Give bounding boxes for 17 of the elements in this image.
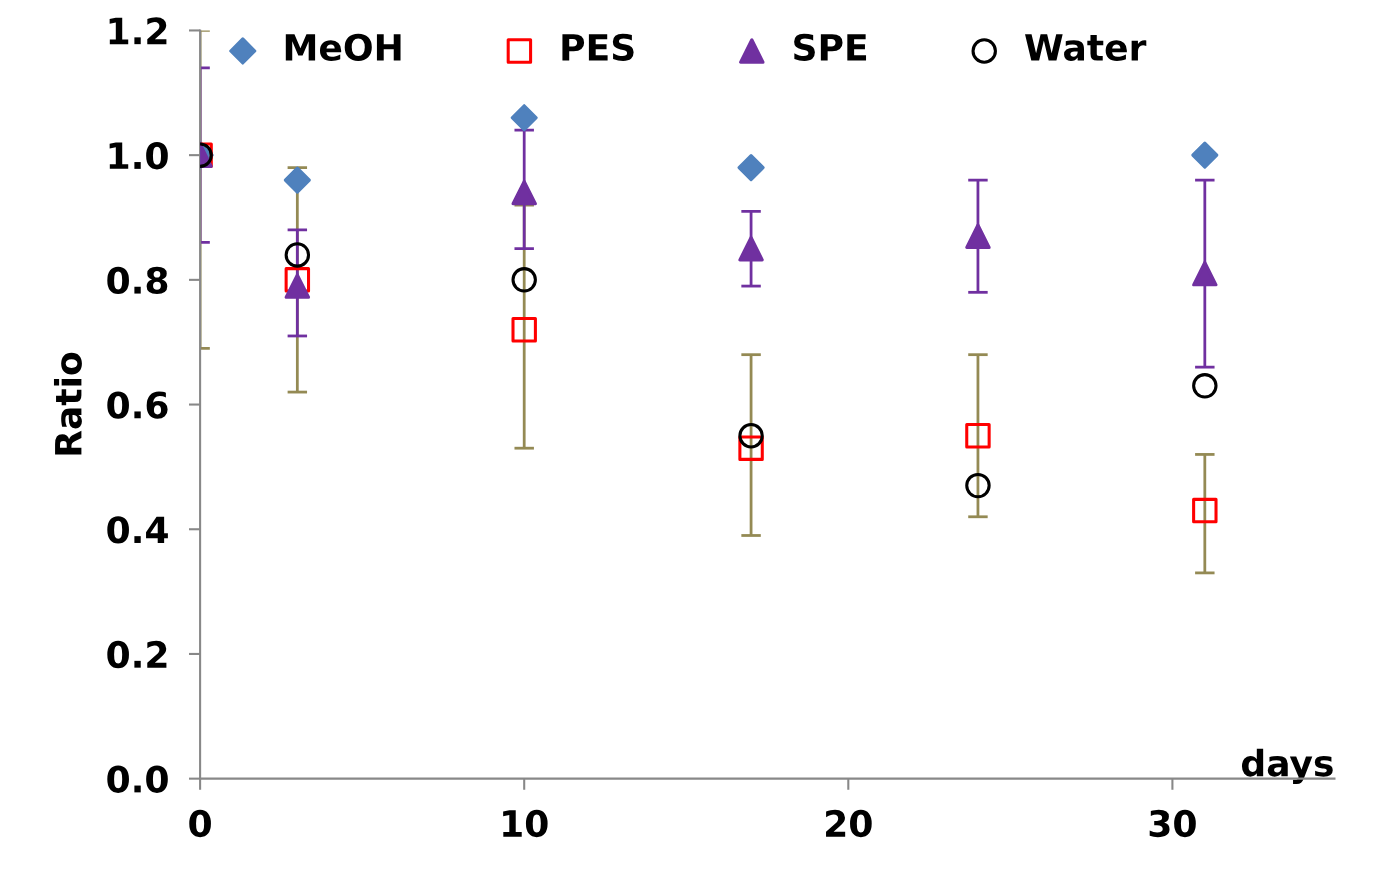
y-tick-label: 0.8: [107, 266, 168, 295]
x-tick-label: 30: [1149, 809, 1196, 838]
y-tick-label: 0.4: [107, 516, 168, 544]
x-tick-label: 10: [503, 809, 548, 838]
y-tick-label: 1.0: [109, 142, 168, 170]
y-tick-label: 0.2: [107, 640, 167, 669]
legend-label: MeOH: [285, 33, 401, 61]
legend-label: SPE: [794, 33, 867, 61]
y-axis-title: Ratio: [53, 352, 82, 455]
y-tick-label: 0.6: [107, 391, 168, 419]
y-tick-label: 1.2: [109, 17, 167, 45]
legend-label: Water: [1025, 34, 1147, 61]
legend-label: PES: [562, 33, 634, 61]
x-tick-label: 20: [826, 809, 872, 838]
x-axis-title: days: [1241, 748, 1333, 784]
y-tick-label: 0.0: [107, 765, 168, 793]
x-tick-label: 0: [189, 809, 211, 838]
